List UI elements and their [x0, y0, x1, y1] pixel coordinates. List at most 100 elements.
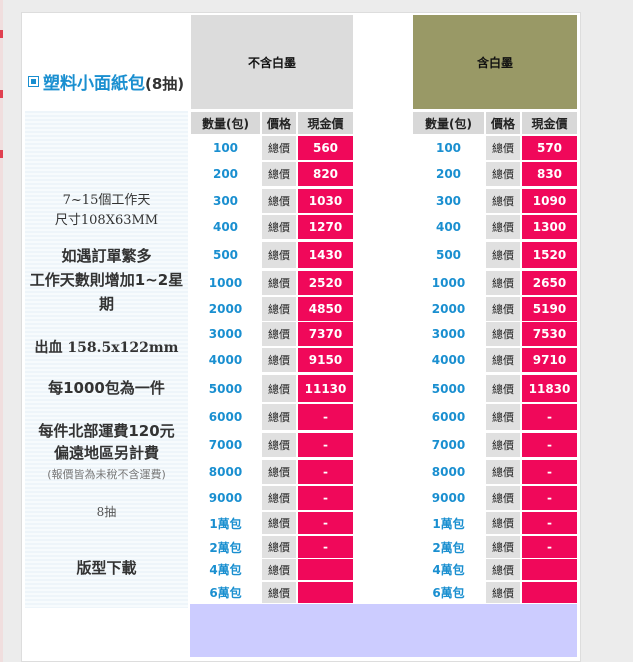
product-title: 塑料小面紙包(8抽) [28, 69, 184, 94]
price-cell: - [298, 512, 353, 534]
quantity-cell: 5000 [431, 381, 466, 396]
price-cell: 1090 [522, 189, 577, 213]
quantity-cell: 500 [435, 248, 462, 262]
price-cell: 570 [522, 136, 577, 160]
quantity-cell: 8000 [208, 465, 243, 479]
quantity-cell: 5000 [208, 381, 243, 396]
total-label-cell: 總價 [486, 271, 520, 295]
total-label-cell: 總價 [262, 486, 296, 510]
total-label-cell: 總價 [262, 162, 296, 186]
quantity-cell: 1000 [208, 276, 243, 290]
price-cell: 560 [298, 136, 353, 160]
quantity-cell: 4萬包 [209, 563, 242, 577]
quantity-cell: 200 [435, 167, 462, 181]
total-label-cell: 總價 [262, 136, 296, 160]
product-title-suffix: (8抽) [145, 75, 185, 93]
quantity-cell: 7000 [208, 438, 243, 452]
quantity-cell: 2萬包 [432, 540, 465, 555]
quantity-cell: 2000 [208, 302, 243, 316]
header-qty: 數量(包) [413, 112, 484, 134]
price-cell: 5190 [522, 297, 577, 321]
price-cell: 9150 [298, 348, 353, 372]
total-label-cell: 總價 [262, 559, 296, 580]
quantity-cell: 400 [435, 220, 462, 234]
lead-time-text: 7~15個工作天 [62, 193, 151, 208]
quantity-cell: 300 [435, 194, 462, 208]
price-cell: - [298, 486, 353, 510]
left-decoration-strip [0, 0, 3, 662]
total-label-cell: 總價 [486, 486, 520, 510]
price-cell [298, 582, 353, 603]
quantity-cell: 400 [212, 220, 239, 234]
template-download-link[interactable]: 版型下載 [76, 559, 137, 577]
product-info-panel: 7~15個工作天 尺寸108X63MM 如遇訂單繁多 工作天數則增加1~2星 期… [25, 111, 188, 608]
table-footer [190, 604, 577, 657]
price-cell: 1270 [298, 215, 353, 239]
quantity-cell: 100 [435, 141, 462, 155]
total-label-cell: 總價 [262, 215, 296, 239]
price-cell: 2520 [298, 271, 353, 295]
header-price: 現金價 [298, 112, 353, 134]
price-cell: - [522, 404, 577, 430]
quantity-cell: 3000 [208, 327, 243, 341]
price-cell: - [522, 536, 577, 558]
header-price: 現金價 [522, 112, 577, 134]
quantity-cell: 4萬包 [432, 563, 465, 577]
strip-mark [0, 30, 3, 38]
quantity-cell: 6000 [208, 410, 243, 424]
total-label-cell: 總價 [262, 242, 296, 268]
total-label-cell: 總價 [486, 512, 520, 534]
header-total: 價格 [486, 112, 520, 134]
quantity-cell: 100 [212, 141, 239, 155]
price-cell: - [522, 460, 577, 484]
total-label-cell: 總價 [486, 348, 520, 372]
quantity-cell: 1萬包 [432, 516, 465, 531]
busy-note-line2: 工作天數則增加1~2星 [29, 271, 184, 289]
price-cell: 4850 [298, 297, 353, 321]
total-label-cell: 總價 [262, 375, 296, 402]
total-label-cell: 總價 [262, 433, 296, 457]
header-qty: 數量(包) [191, 112, 260, 134]
price-cell: 7530 [522, 322, 577, 346]
size-text: 尺寸108X63MM [54, 213, 159, 228]
quantity-cell: 300 [212, 194, 239, 208]
price-cell: - [298, 433, 353, 457]
total-label-cell: 總價 [486, 433, 520, 457]
price-cell: 820 [298, 162, 353, 186]
total-label-cell: 總價 [486, 297, 520, 321]
total-label-cell: 總價 [262, 404, 296, 430]
bleed-text: 出血 158.5x122mm [34, 340, 179, 356]
total-label-cell: 總價 [486, 136, 520, 160]
quantity-cell: 1000 [431, 276, 466, 290]
total-label-cell: 總價 [486, 322, 520, 346]
quantity-cell: 200 [212, 167, 239, 181]
price-cell [522, 582, 577, 603]
total-label-cell: 總價 [486, 242, 520, 268]
total-label-cell: 總價 [262, 536, 296, 558]
quantity-cell: 4000 [208, 353, 243, 367]
total-label-cell: 總價 [262, 460, 296, 484]
busy-note-line1: 如遇訂單繁多 [61, 247, 152, 265]
price-cell: - [298, 404, 353, 430]
price-cell: - [298, 536, 353, 558]
total-label-cell: 總價 [486, 215, 520, 239]
price-cell: 11130 [298, 375, 353, 402]
price-cell: 1300 [522, 215, 577, 239]
price-cell: 1030 [298, 189, 353, 213]
price-cell: 11830 [522, 375, 577, 402]
total-label-cell: 總價 [262, 297, 296, 321]
price-cell: 9710 [522, 348, 577, 372]
price-cell: - [522, 512, 577, 534]
quantity-cell: 6000 [431, 410, 466, 424]
quantity-cell: 9000 [208, 491, 243, 505]
total-label-cell: 總價 [486, 189, 520, 213]
total-label-cell: 總價 [262, 348, 296, 372]
quantity-cell: 500 [212, 248, 239, 262]
price-cell: 1430 [298, 242, 353, 268]
shipping-line1: 每件北部運費120元 [38, 422, 175, 440]
strip-mark [0, 150, 3, 158]
product-title-text: 塑料小面紙包 [43, 74, 145, 94]
total-label-cell: 總價 [262, 582, 296, 603]
quantity-cell: 2000 [431, 302, 466, 316]
total-label-cell: 總價 [486, 582, 520, 603]
